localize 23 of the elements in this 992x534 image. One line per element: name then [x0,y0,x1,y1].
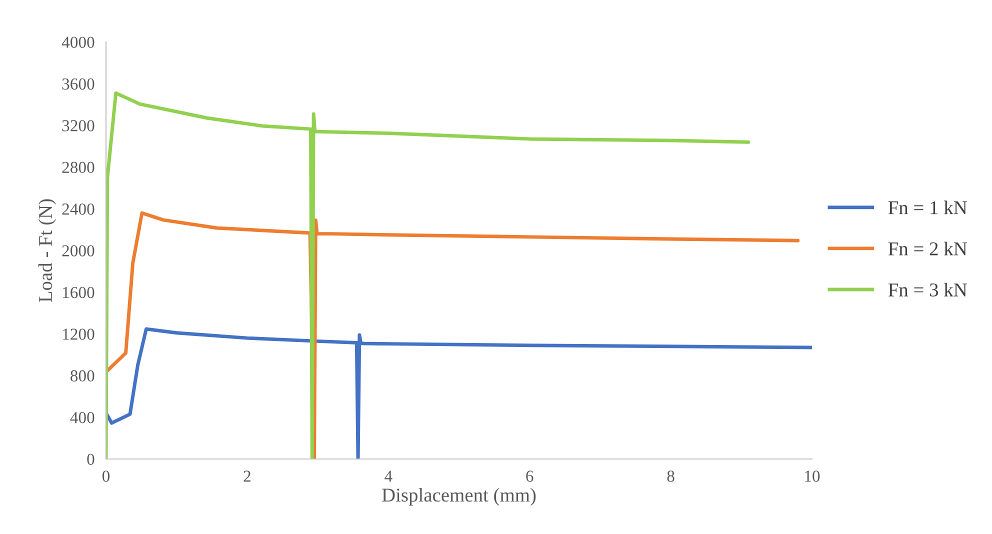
line-series [106,91,750,459]
y-tick-label: 1200 [63,328,94,340]
legend-label: Fn = 1 kN [888,200,967,214]
x-tick-label: 8 [667,470,674,482]
y-tick-label: 3600 [62,78,94,90]
x-tick-label: 10 [805,470,820,482]
y-tick-label: 1600 [63,286,94,298]
y-tick-label: 2000 [62,245,94,256]
y-tick-label: 3200 [62,120,94,132]
x-tick-label: 6 [526,470,534,482]
x-tick-label: 4 [384,470,392,482]
legend-label: Fn = 2 kN [888,242,967,256]
y-tick-label: 4000 [62,36,94,48]
x-tick-label: 0 [102,470,110,482]
y-axis-title: Load - Ft (N) [38,199,56,302]
y-tick-label: 2800 [62,162,94,174]
y-tick-label: 400 [70,412,94,424]
y-tick-label: 2400 [62,204,94,215]
x-tick-label: 2 [244,470,250,482]
y-tick-label: 0 [87,454,94,465]
legend-label: Fn = 3 kN [888,282,967,297]
x-axis-title: Displacement (mm) [382,488,536,506]
y-tick-label: 800 [70,370,94,382]
